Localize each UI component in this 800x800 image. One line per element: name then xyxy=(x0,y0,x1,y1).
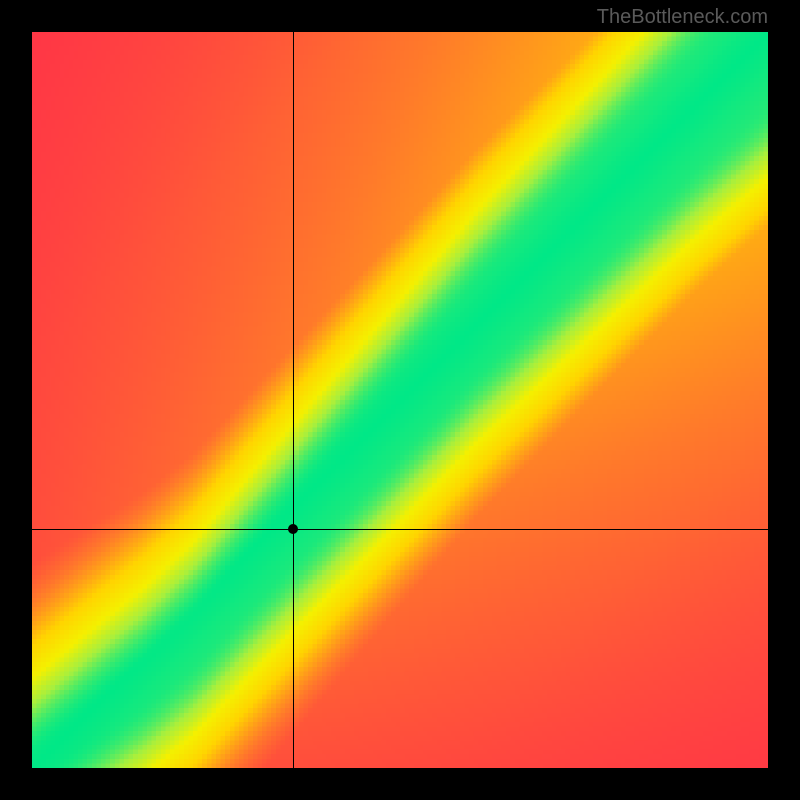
plot-area xyxy=(32,32,768,768)
heatmap-canvas xyxy=(32,32,768,768)
crosshair-marker xyxy=(288,524,298,534)
crosshair-vertical xyxy=(293,32,294,768)
chart-container: TheBottleneck.com xyxy=(0,0,800,800)
crosshair-horizontal xyxy=(32,529,768,530)
watermark-text: TheBottleneck.com xyxy=(597,6,768,29)
